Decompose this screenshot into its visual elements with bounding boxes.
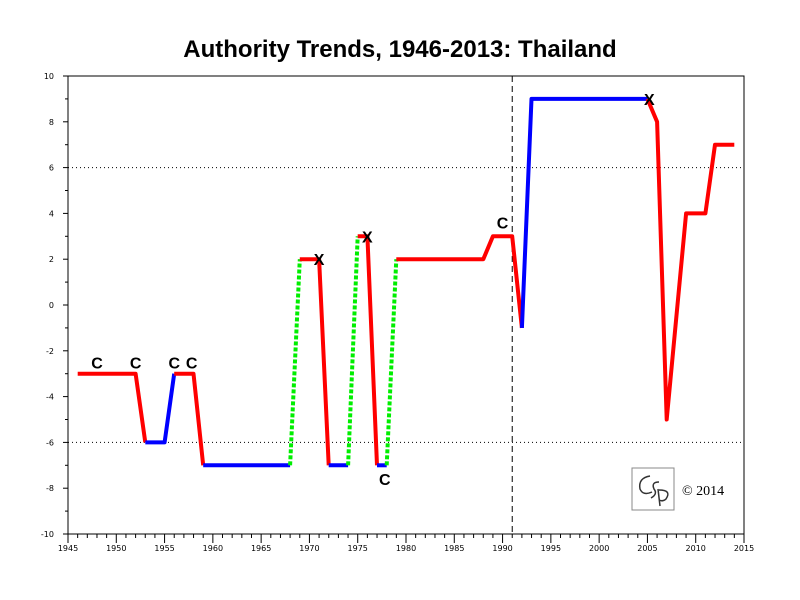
x-tick-label: 2015 bbox=[734, 544, 754, 553]
y-tick-label: 8 bbox=[49, 118, 54, 127]
annotation-c: C bbox=[91, 355, 103, 372]
series-segment-stable bbox=[519, 96, 648, 328]
annotation-c: C bbox=[379, 472, 391, 489]
x-tick-label: 1960 bbox=[203, 544, 223, 553]
annotation-c: C bbox=[168, 355, 180, 372]
y-tick-label: 6 bbox=[49, 164, 54, 173]
series-segment-transition bbox=[384, 259, 399, 466]
y-tick-label: 0 bbox=[49, 301, 54, 310]
x-tick-label: 1950 bbox=[106, 544, 126, 553]
y-tick-label: -2 bbox=[46, 347, 54, 356]
annotation-x: X bbox=[362, 229, 373, 246]
plot-frame bbox=[67, 75, 745, 535]
y-tick-label: -10 bbox=[41, 530, 54, 539]
series-lines bbox=[77, 96, 735, 468]
annotation-x: X bbox=[644, 92, 655, 109]
y-tick-label: 10 bbox=[44, 72, 54, 81]
csp-logo: © 2014 bbox=[631, 467, 724, 511]
y-tick-label: 2 bbox=[49, 255, 54, 264]
series-segment-change bbox=[357, 234, 379, 466]
chart-title: Authority Trends, 1946-2013: Thailand bbox=[183, 36, 617, 63]
series-segment-change bbox=[77, 371, 148, 443]
annotation-c: C bbox=[130, 355, 142, 372]
reference-lines bbox=[68, 76, 744, 534]
x-tick-label: 2005 bbox=[637, 544, 657, 553]
logo-glyph-p bbox=[657, 488, 669, 507]
x-tick-label: 1955 bbox=[154, 544, 174, 553]
x-tick-label: 2000 bbox=[589, 544, 609, 553]
logo-glyph-c bbox=[638, 475, 653, 495]
x-tick-label: 1995 bbox=[541, 544, 561, 553]
annotation-c: C bbox=[186, 355, 198, 372]
logo-box bbox=[631, 467, 675, 511]
x-tick-label: 1970 bbox=[299, 544, 319, 553]
x-tick-label: 1980 bbox=[396, 544, 416, 553]
x-tick-label: 1965 bbox=[251, 544, 271, 553]
series-segment-transition bbox=[346, 236, 360, 466]
x-tick-label: 1975 bbox=[348, 544, 368, 553]
x-tick-label: 1990 bbox=[492, 544, 512, 553]
series-segment-change bbox=[174, 371, 206, 466]
y-tick-label: 4 bbox=[49, 209, 54, 218]
annotation-x: X bbox=[314, 252, 325, 269]
series-segment-change bbox=[645, 98, 735, 422]
y-tick-label: -8 bbox=[46, 484, 54, 493]
y-tick-label: -4 bbox=[46, 393, 54, 402]
annotation-c: C bbox=[497, 216, 509, 233]
x-tick-label: 1945 bbox=[58, 544, 78, 553]
axes: -10 -8 -6 -4 -2 0 2 4 6 8 10 1945 1950 1955 1960 1965 19… bbox=[41, 72, 754, 553]
logo-glyph-s bbox=[650, 481, 660, 499]
series-segment-stable bbox=[145, 373, 177, 445]
series-segment-change bbox=[299, 257, 331, 466]
x-tick-label: 1985 bbox=[444, 544, 464, 553]
y-tick-label: -6 bbox=[46, 438, 54, 447]
series-segment-transition bbox=[288, 259, 302, 466]
series-segment-change bbox=[396, 234, 524, 329]
x-tick-label: 2010 bbox=[686, 544, 706, 553]
copyright-text: © 2014 bbox=[682, 484, 724, 499]
